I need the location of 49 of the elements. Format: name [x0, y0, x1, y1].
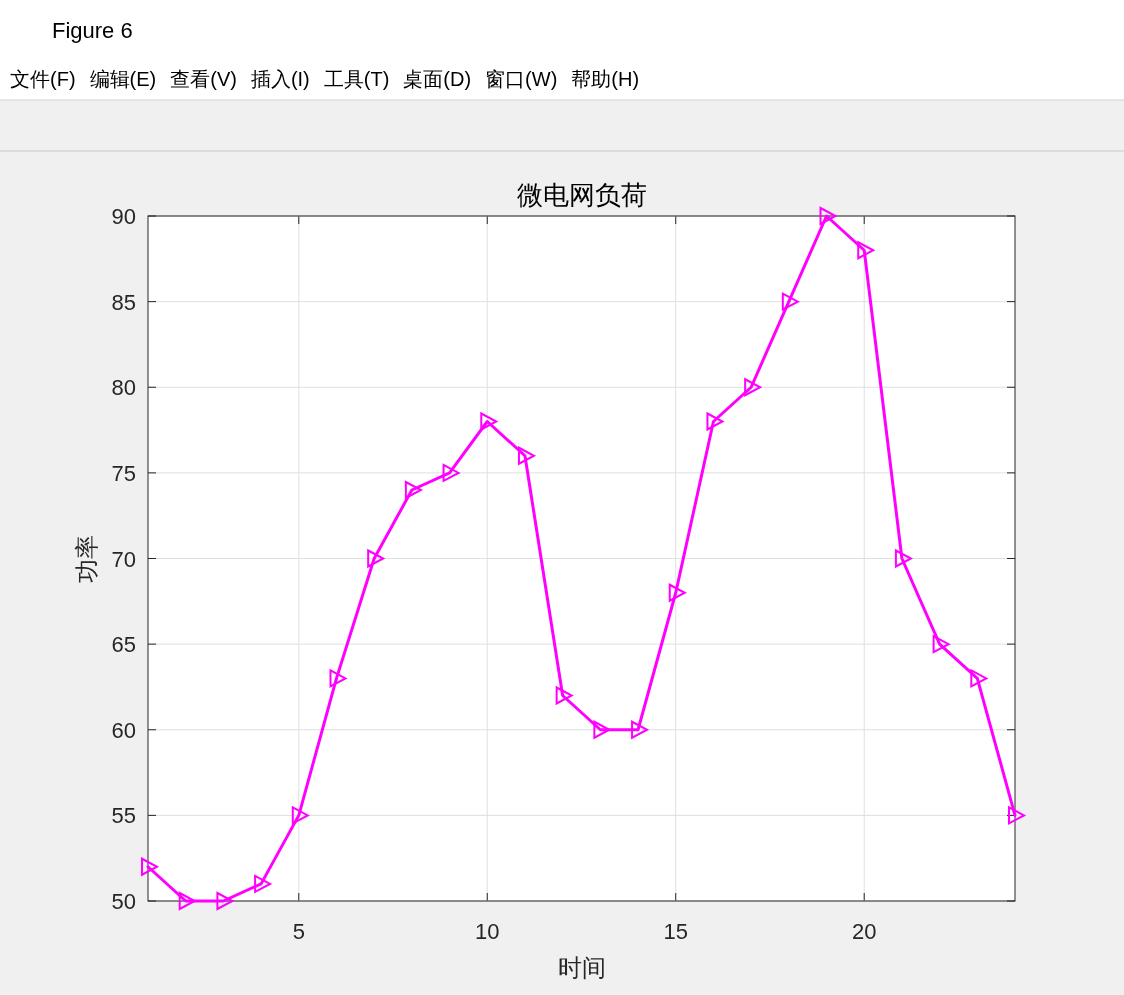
y-tick-label: 80	[111, 375, 136, 401]
point	[932, 635, 950, 654]
y-tick-label: 75	[111, 460, 136, 486]
point	[857, 241, 875, 260]
point	[819, 207, 837, 225]
point	[970, 669, 988, 688]
point	[593, 720, 611, 739]
text: 工具(T)	[323, 68, 390, 90]
point	[555, 686, 573, 705]
text: 文件(F)	[10, 68, 76, 90]
y-tick-label: 90	[111, 204, 136, 229]
x-tick-label: 20	[851, 919, 877, 944]
point	[706, 412, 724, 431]
point	[480, 412, 498, 431]
point	[631, 720, 649, 739]
point	[291, 806, 309, 825]
point	[442, 463, 460, 482]
point	[781, 292, 799, 311]
point	[216, 892, 234, 910]
x-tick-label: 10	[475, 919, 500, 944]
point	[367, 549, 385, 568]
text: 查看(V)	[170, 68, 237, 90]
y-tick-label: 60	[111, 717, 136, 743]
x-tick-label: 15	[663, 919, 688, 944]
text: 编辑(E)	[89, 68, 157, 90]
point	[517, 446, 535, 465]
y-axis-title: 功率	[73, 534, 100, 583]
text: 插入(I)	[250, 68, 310, 90]
point	[141, 857, 158, 876]
x-axis-title: 时间	[557, 954, 606, 981]
text: 桌面(D)	[403, 68, 472, 90]
caption: Figure 6	[52, 18, 133, 43]
y-tick-label: 55	[111, 803, 136, 829]
point	[178, 892, 196, 910]
text: 帮助(H)	[571, 68, 640, 90]
point	[1008, 806, 1025, 825]
point	[744, 378, 762, 397]
y-tick-label: 50	[111, 889, 136, 914]
x-tick-label: 5	[292, 919, 305, 944]
chart-title: 微电网负荷	[516, 180, 647, 210]
point	[404, 481, 422, 499]
y-tick-label: 65	[111, 632, 136, 658]
point	[668, 583, 686, 602]
text: 窗口(W)	[485, 68, 558, 90]
y-tick-label: 70	[111, 546, 136, 572]
point	[329, 669, 347, 688]
point	[254, 874, 272, 893]
point	[894, 549, 912, 568]
y-tick-label: 85	[111, 289, 136, 315]
